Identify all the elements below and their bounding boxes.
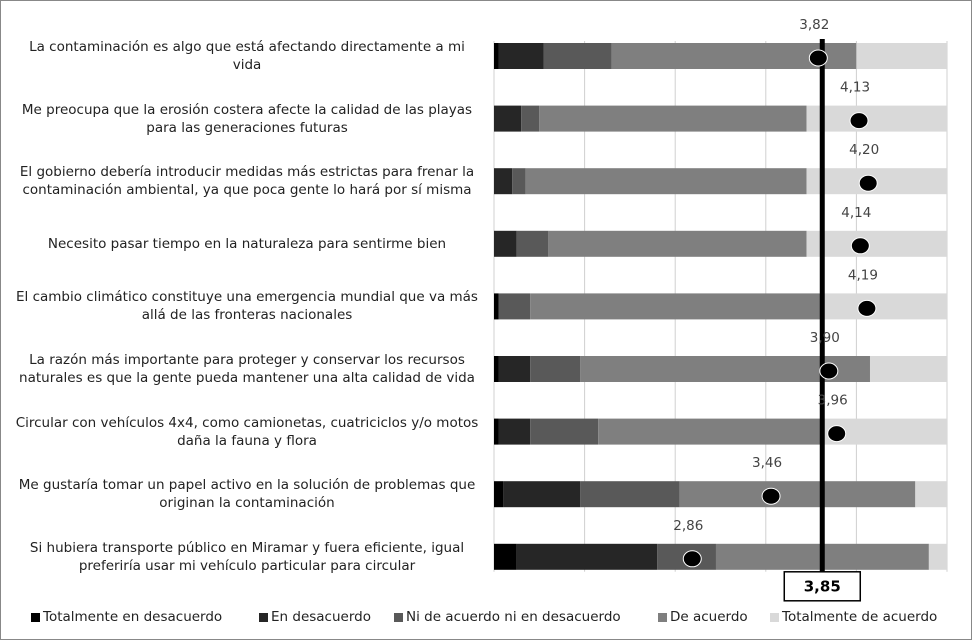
bar-segment	[494, 105, 522, 132]
bar-segment	[598, 418, 821, 445]
bar-segment	[503, 481, 581, 508]
bar-segment	[494, 356, 499, 382]
bar-segment	[928, 543, 947, 570]
legend-label: Ni de acuerdo ni en desacuerdo	[406, 609, 621, 625]
bar-segment	[494, 230, 517, 257]
mean-label: 3,46	[752, 455, 782, 471]
mean-label: 4,20	[849, 142, 879, 158]
bar-segment	[530, 418, 599, 445]
bar-segment	[525, 168, 807, 195]
bar-segment	[521, 105, 540, 132]
mean-dot	[827, 425, 847, 443]
reference-box	[783, 571, 862, 602]
legend-item: En desacuerdo	[259, 609, 371, 625]
legend-label: En desacuerdo	[271, 609, 371, 625]
mean-dot	[808, 49, 828, 67]
bar-segment	[498, 293, 531, 320]
legend-swatch	[31, 612, 40, 622]
bar-segment	[543, 43, 612, 69]
bar-segment	[806, 230, 947, 257]
reference-label: 3,85	[804, 577, 841, 595]
mean-dot	[761, 487, 781, 505]
mean-dot	[850, 237, 870, 255]
category-label: Me preocupa que la erosión costera afect…	[21, 101, 473, 136]
mean-dot	[849, 112, 869, 130]
mean-dot	[857, 299, 877, 317]
legend-item: De acuerdo	[658, 609, 748, 625]
mean-label: 4,13	[840, 80, 870, 96]
bar-segment	[494, 293, 499, 320]
bar-segment	[539, 105, 807, 132]
legend-swatch	[770, 612, 779, 622]
bar-segment	[512, 168, 526, 195]
mean-label: 3,90	[810, 330, 840, 346]
category-label: Necesito pasar tiempo en la naturaleza p…	[47, 235, 447, 252]
bar-segment	[494, 168, 513, 195]
legend-swatch	[259, 612, 268, 622]
bar-segment	[530, 293, 821, 320]
legend-label: De acuerdo	[670, 609, 748, 625]
bar-segment	[516, 230, 549, 257]
mean-label: 3,96	[818, 393, 848, 409]
bar-segment	[820, 293, 947, 320]
bar-segment	[494, 543, 517, 570]
bar-segment	[530, 356, 581, 382]
category-label: Circular con vehículos 4x4, como camione…	[15, 414, 479, 449]
mean-label: 3,82	[799, 17, 829, 33]
legend-label: Totalmente de acuerdo	[782, 609, 938, 625]
legend-item: Ni de acuerdo ni en desacuerdo	[394, 609, 621, 625]
bar-segment	[494, 418, 499, 445]
category-label: La contaminación es algo que está afecta…	[29, 39, 465, 73]
category-label: La razón más importante para proteger y …	[19, 352, 475, 386]
mean-label: 4,19	[848, 267, 878, 283]
bar-segment	[806, 105, 947, 132]
bar-segment	[498, 356, 531, 382]
bar-segment	[498, 418, 531, 445]
bar-segment	[516, 543, 658, 570]
bar-segment	[856, 43, 947, 69]
category-label: Si hubiera transporte público en Miramar…	[29, 539, 465, 574]
mean-label: 4,14	[841, 205, 871, 221]
bar-segment	[494, 481, 504, 508]
category-label: El cambio climático constituye una emerg…	[16, 289, 478, 324]
legend-item: Totalmente en desacuerdo	[31, 609, 222, 625]
category-label: Me gustaría tomar un papel activo en la …	[18, 477, 476, 512]
bar-segment	[498, 43, 544, 69]
legend-swatch	[658, 612, 667, 622]
category-label: El gobierno debería introducir medidas m…	[19, 164, 475, 199]
bar-segment	[548, 230, 807, 257]
bar-segment	[679, 481, 916, 508]
mean-dot	[682, 550, 702, 568]
legend-swatch	[394, 612, 403, 622]
bar-segment	[494, 43, 499, 69]
mean-label: 2,86	[673, 518, 703, 534]
bar-segment	[580, 481, 680, 508]
legend-item: Totalmente de acuerdo	[770, 609, 937, 625]
bar-segment	[915, 481, 947, 508]
mean-dot	[819, 362, 839, 380]
legend-label: Totalmente en desacuerdo	[43, 609, 223, 625]
mean-dot	[858, 174, 878, 192]
bar-segment	[869, 356, 947, 382]
